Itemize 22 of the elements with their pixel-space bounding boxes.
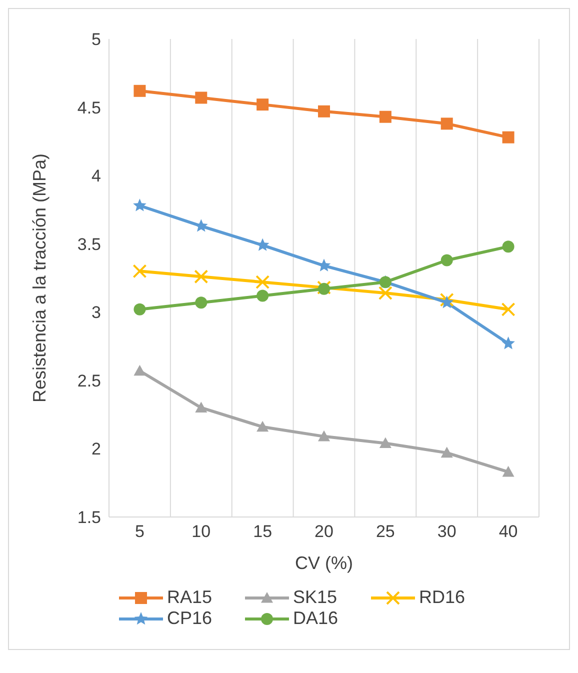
y-tick-label: 2 [92, 440, 101, 459]
y-tick-label: 4 [92, 166, 101, 186]
legend-label: RA15 [166, 587, 214, 608]
legend-label: SK15 [292, 587, 338, 608]
y-tick-label: 1.5 [77, 508, 101, 528]
y-tick-label: 3.5 [77, 234, 101, 254]
y-tick-label: 5 [92, 30, 101, 50]
legend-label: RD16 [418, 587, 466, 608]
x-tick-label: 20 [314, 522, 334, 542]
legend-label: DA16 [292, 608, 340, 629]
x-tick-label: 15 [253, 522, 272, 542]
y-tick-label: 2.5 [77, 371, 101, 390]
x-tick-label: 25 [376, 522, 395, 542]
x-tick-label: 40 [498, 522, 518, 542]
y-axis-title: Resistencia a la tracción (MPa) [29, 153, 50, 403]
x-tick-label: 30 [437, 522, 456, 542]
x-axis-title: CV (%) [295, 553, 353, 573]
x-tick-label: 5 [134, 522, 144, 542]
y-tick-label: 4.5 [77, 98, 101, 118]
x-tick-label: 10 [192, 522, 211, 542]
legend-label: CP16 [166, 608, 214, 629]
y-tick-label: 3 [92, 303, 101, 322]
